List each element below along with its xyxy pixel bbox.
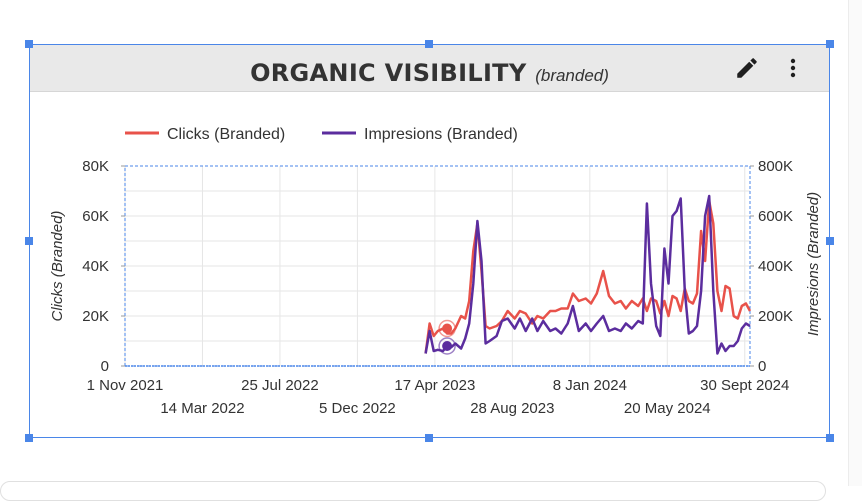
highlight-ring (438, 319, 456, 338)
widget-subtitle: (branded) (535, 66, 609, 85)
x-tick-label: 5 Dec 2022 (319, 400, 396, 417)
highlight-ring (438, 337, 456, 355)
next-card-edge (0, 481, 826, 501)
legend-label: Impresions (Branded) (364, 126, 518, 143)
y-left-tick-label: 60K (82, 208, 109, 225)
resize-handle-right[interactable] (826, 237, 834, 245)
resize-handle-bottom-left[interactable] (25, 434, 33, 442)
y-right-axis-title: Impresions (Branded) (805, 192, 822, 336)
series-line-clicks (424, 199, 752, 354)
x-tick-label: 8 Jan 2024 (553, 377, 627, 394)
x-tick-label: 25 Jul 2022 (241, 377, 319, 394)
widget-title: ORGANIC VISIBILITY (branded) (30, 59, 829, 87)
x-tick-label: 1 Nov 2021 (87, 377, 164, 394)
resize-handle-bottom[interactable] (425, 434, 433, 442)
x-tick-label: 20 May 2024 (624, 400, 711, 417)
highlight-point (442, 323, 453, 334)
widget-header: ORGANIC VISIBILITY (branded) (30, 45, 829, 92)
y-right-tick-label: 400K (758, 258, 793, 275)
resize-handle-top-right[interactable] (826, 40, 834, 48)
legend-label: Clicks (Branded) (167, 126, 285, 143)
y-left-tick-label: 20K (82, 308, 109, 325)
x-tick-label: 14 Mar 2022 (160, 400, 244, 417)
line-chart: 0 20K 40K 60K 80K 0 200K 400K 600K 800K Clicks (Br… (49, 126, 822, 417)
x-tick-label: 28 Aug 2023 (470, 400, 554, 417)
pencil-icon[interactable] (734, 55, 760, 81)
title-text: ORGANIC VISIBILITY (250, 59, 527, 87)
resize-handle-top[interactable] (425, 40, 433, 48)
page-edge (848, 0, 862, 486)
resize-handle-top-left[interactable] (25, 40, 33, 48)
more-vert-icon[interactable] (784, 55, 802, 81)
y-left-axis-title: Clicks (Branded) (49, 211, 66, 322)
series-line-impressions (424, 194, 751, 355)
resize-handle-bottom-right[interactable] (826, 434, 834, 442)
y-left-tick-label: 80K (82, 158, 109, 175)
y-left-tick-label: 0 (101, 358, 109, 375)
x-tick-label: 17 Apr 2023 (394, 377, 475, 394)
x-tick-label: 30 Sept 2024 (700, 377, 789, 394)
resize-handle-left[interactable] (25, 237, 33, 245)
y-right-tick-label: 200K (758, 308, 793, 325)
highlight-point (442, 341, 453, 351)
y-left-tick-label: 40K (82, 258, 109, 275)
y-right-tick-label: 600K (758, 208, 793, 225)
y-right-tick-label: 0 (758, 358, 766, 375)
y-right-tick-label: 800K (758, 158, 793, 175)
